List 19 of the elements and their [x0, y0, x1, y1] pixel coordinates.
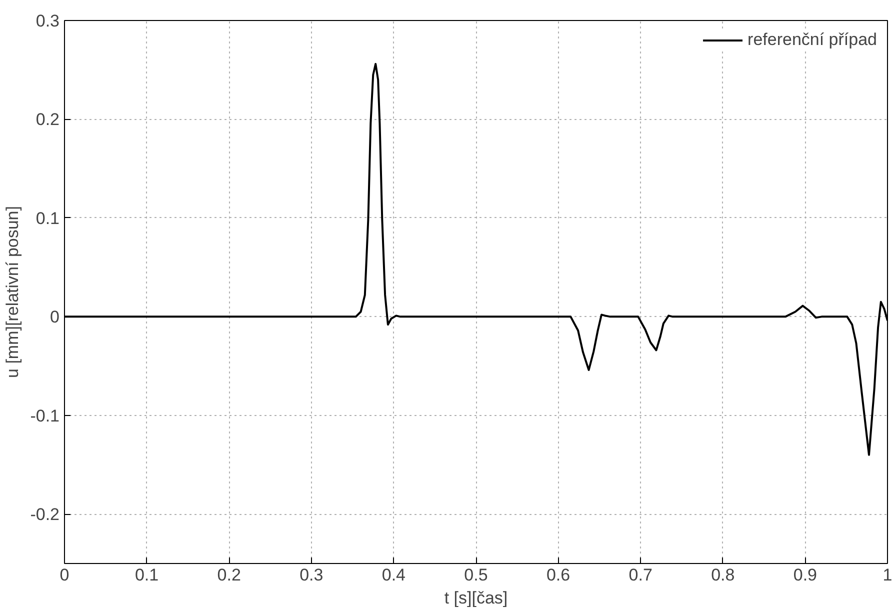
x-tick-label: 0.6 — [546, 566, 570, 584]
y-tick-label: -0.2 — [30, 505, 60, 524]
x-tick-label: 0.2 — [217, 566, 241, 584]
x-tick-label: 0.7 — [628, 566, 652, 584]
y-tick-label: 0.1 — [36, 208, 60, 228]
y-tick-label: 0.2 — [36, 110, 60, 130]
legend-label: referenční případ — [748, 30, 877, 50]
x-tick-label: 0.3 — [300, 566, 324, 584]
x-tick-label: 0.1 — [134, 566, 159, 584]
x-tick-label: 0.8 — [711, 566, 735, 584]
x-axis-title: t [s][čas] — [444, 588, 508, 608]
x-tick-label: 0.9 — [793, 566, 818, 584]
y-tick-label: 0 — [50, 308, 60, 327]
x-tick-label: 0.4 — [382, 566, 406, 584]
y-tick-label: 0.3 — [36, 12, 60, 30]
x-tick-label: 0.5 — [464, 566, 488, 584]
y-tick-label: -0.1 — [30, 406, 60, 426]
x-tick-label: 1 — [882, 566, 892, 584]
y-axis-title: u [mm][relativní posun] — [3, 206, 22, 378]
